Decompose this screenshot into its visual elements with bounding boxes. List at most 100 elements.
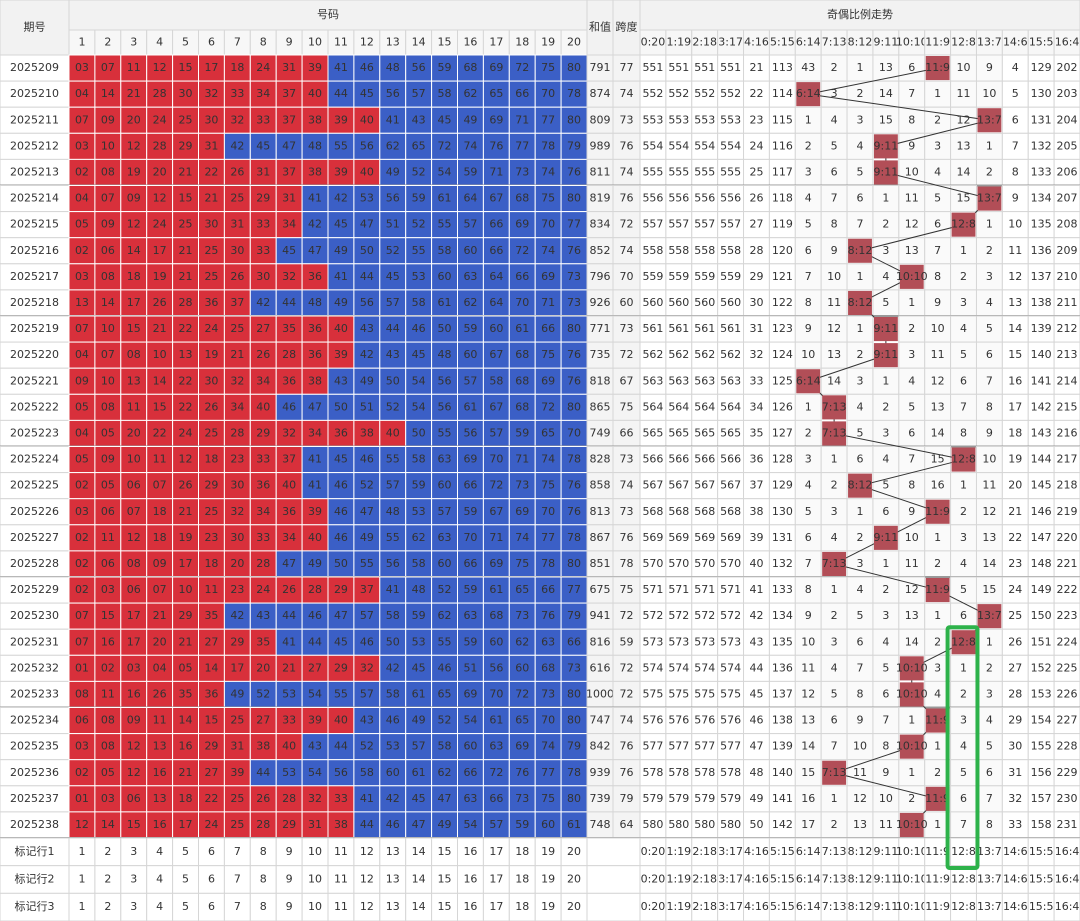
- drawn-number: 21: [204, 192, 218, 205]
- omission-count: 5: [831, 687, 838, 700]
- number-cell: [353, 550, 381, 578]
- cell: [612, 106, 641, 134]
- number-cell: [353, 158, 381, 186]
- number-cell: [327, 419, 355, 447]
- cell: [0, 289, 70, 317]
- period: 2025219: [10, 322, 59, 335]
- omission-count: 2: [960, 687, 967, 700]
- drawn-number: 10: [179, 583, 193, 596]
- cell: [1053, 263, 1080, 291]
- omission-count: 5: [986, 740, 993, 753]
- cell: [1027, 211, 1055, 239]
- omission-count: 2: [831, 479, 838, 492]
- number-cell: [120, 80, 148, 108]
- number-cell: [405, 106, 433, 134]
- drawn-number: 51: [386, 218, 400, 231]
- ratio-hit-label: 9:11: [874, 322, 899, 335]
- omission-count: 219: [1057, 505, 1078, 518]
- ratio-label: 0:20: [641, 36, 666, 49]
- sum-value: 834: [590, 218, 611, 231]
- omission-count: 5: [882, 479, 889, 492]
- marker-number: 12: [360, 845, 374, 858]
- cell: [846, 367, 874, 395]
- drawn-number: 66: [463, 557, 477, 570]
- omission-count: 560: [642, 296, 663, 309]
- number-cell: [560, 158, 588, 186]
- omission-count: 3: [908, 348, 915, 361]
- drawn-number: 32: [204, 87, 218, 100]
- omission-count: 553: [694, 113, 715, 126]
- marker-number: 1: [78, 900, 85, 913]
- omission-count: 131: [772, 531, 793, 544]
- omission-count: 6: [908, 426, 915, 439]
- omission-count: 9: [1012, 192, 1019, 205]
- drawn-number: 53: [412, 505, 426, 518]
- omission-count: 576: [668, 714, 689, 727]
- drawn-number: 12: [127, 139, 141, 152]
- marker-ratio: 10:10: [896, 873, 928, 886]
- number-cell: [68, 315, 96, 343]
- drawn-number: 47: [360, 505, 374, 518]
- drawn-number: 22: [204, 792, 218, 805]
- drawn-number: 41: [308, 192, 322, 205]
- cell: [586, 628, 614, 656]
- drawn-number: 70: [489, 453, 503, 466]
- omission-count: 563: [720, 374, 741, 387]
- drawn-number: 02: [75, 766, 89, 779]
- span-value: 60: [620, 296, 634, 309]
- omission-count: 17: [1008, 400, 1022, 413]
- omission-count: 13: [905, 244, 919, 257]
- drawn-number: 47: [334, 609, 348, 622]
- number-cell: [172, 185, 200, 213]
- number-cell: [301, 185, 329, 213]
- drawn-number: 55: [386, 531, 400, 544]
- header-cell: [120, 29, 148, 56]
- drawn-number: 49: [360, 374, 374, 387]
- drawn-number: 57: [360, 687, 374, 700]
- drawn-number: 65: [438, 687, 452, 700]
- drawn-number: 45: [412, 792, 426, 805]
- span-value: 76: [620, 139, 634, 152]
- number-cell: [198, 185, 225, 213]
- span-value: 79: [620, 792, 634, 805]
- omission-count: 6: [857, 635, 864, 648]
- omission-count: 3: [960, 296, 967, 309]
- drawn-number: 35: [179, 687, 193, 700]
- omission-count: 10: [982, 453, 996, 466]
- number-cell: [353, 524, 381, 552]
- drawn-number: 77: [541, 766, 555, 779]
- omission-count: 568: [720, 505, 741, 518]
- drawn-number: 57: [386, 296, 400, 309]
- cell: [1053, 211, 1080, 239]
- cell: [1027, 263, 1055, 291]
- drawn-number: 31: [204, 139, 218, 152]
- drawn-number: 21: [282, 661, 296, 674]
- omission-count: 1: [960, 661, 967, 674]
- omission-count: 158: [1031, 818, 1052, 831]
- number-cell: [560, 550, 588, 578]
- drawn-number: 61: [412, 687, 426, 700]
- cell: [872, 289, 900, 317]
- drawn-number: 74: [541, 165, 555, 178]
- number-cell: [353, 576, 381, 604]
- drawn-number: 51: [360, 400, 374, 413]
- drawn-number: 46: [308, 609, 322, 622]
- drawn-number: 54: [463, 714, 477, 727]
- omission-count: 206: [1057, 165, 1078, 178]
- drawn-number: 68: [489, 609, 503, 622]
- marker-number: 8: [260, 845, 267, 858]
- period: 2025220: [10, 348, 59, 361]
- omission-count: 114: [772, 87, 793, 100]
- ratio-hit-label: 8:12: [848, 244, 873, 257]
- number-cell: [457, 367, 484, 395]
- drawn-number: 09: [153, 557, 167, 570]
- drawn-number: 47: [412, 818, 426, 831]
- drawn-number: 15: [153, 400, 167, 413]
- drawn-number: 55: [438, 635, 452, 648]
- number-cell: [198, 341, 225, 369]
- cell: [586, 602, 614, 630]
- marker-number: 5: [182, 873, 189, 886]
- drawn-number: 67: [489, 348, 503, 361]
- omission-count: 215: [1057, 400, 1078, 413]
- drawn-number: 13: [153, 792, 167, 805]
